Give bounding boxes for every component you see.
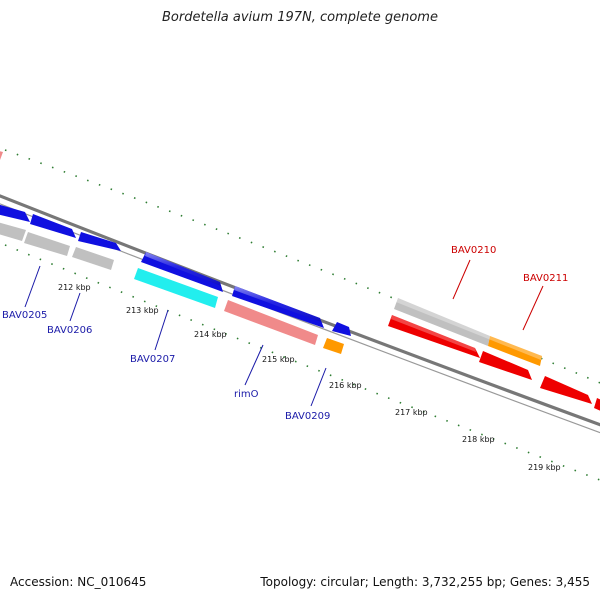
gene-box: [394, 298, 490, 346]
gene-track-reverse: [0, 151, 600, 411]
tick-label-218: 218 kbp: [462, 435, 495, 444]
gene-arrow: [388, 315, 480, 358]
gene-shading: [145, 252, 542, 360]
gene-label-bav0205: BAV0205: [2, 310, 47, 321]
gene-label-bav0210: BAV0210: [451, 245, 496, 256]
gene-arrow: [0, 204, 30, 222]
gene-arrow: [479, 351, 532, 380]
gene-box: [0, 222, 26, 241]
gene-label-rimo: rimO: [234, 389, 259, 400]
tick-label-213: 213 kbp: [126, 306, 159, 315]
gene-label-bav0209: BAV0209: [285, 411, 330, 422]
gene-box: [24, 232, 70, 256]
label-leaders: [24, 259, 544, 407]
gene-box: [323, 338, 344, 354]
inner-tick-ring: [4, 244, 600, 481]
gene-box: [224, 300, 318, 345]
topology-text: Topology: circular; Length: 3,732,255 bp…: [260, 575, 590, 589]
gene-box: [134, 268, 218, 308]
tick-labels: 212 kbp 213 kbp 214 kbp 215 kbp 216 kbp …: [58, 283, 561, 472]
tick-label-214: 214 kbp: [194, 330, 227, 339]
gene-arrow: [594, 398, 600, 411]
gene-box: [488, 336, 542, 366]
gene-arrow: [78, 232, 121, 251]
tick-label-219: 219 kbp: [528, 463, 561, 472]
gene-arrow: [332, 322, 351, 336]
gene-label-bav0207: BAV0207: [130, 354, 175, 365]
gene-labels: BAV0205 BAV0206 BAV0207 rimO BAV0209 BAV…: [2, 245, 568, 422]
gene-track-forward: [0, 204, 542, 366]
tick-label-215: 215 kbp: [262, 355, 295, 364]
tick-label-217: 217 kbp: [395, 408, 428, 417]
gene-label-bav0206: BAV0206: [47, 325, 92, 336]
gene-box: [72, 247, 114, 270]
gene-arrow: [0, 151, 3, 160]
gene-label-bav0211: BAV0211: [523, 273, 568, 284]
tick-label-216: 216 kbp: [329, 381, 362, 390]
tick-label-212: 212 kbp: [58, 283, 91, 292]
gene-arrow: [30, 214, 76, 238]
map-title: Bordetella avium 197N, complete genome: [162, 10, 438, 25]
accession-text: Accession: NC_010645: [10, 575, 147, 589]
gene-arrow: [540, 376, 592, 404]
